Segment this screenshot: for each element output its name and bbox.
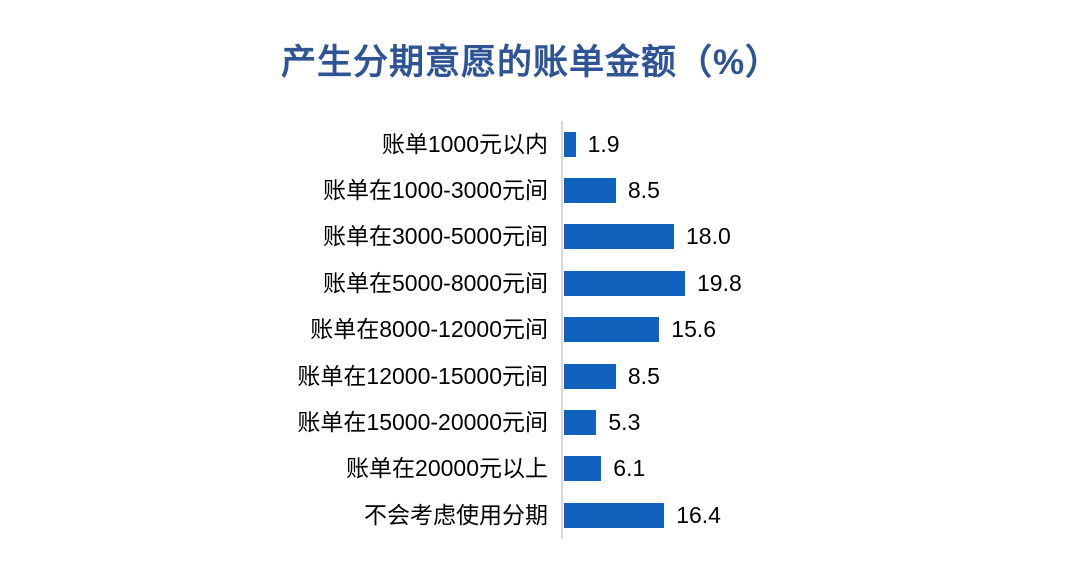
chart-title: 产生分期意愿的账单金额（%） [280, 43, 782, 82]
chart-row: 账单在20000元以上 6.1 [0, 445, 1080, 493]
category-label: 账单在20000元以上 [346, 455, 548, 482]
category-label: 账单在1000-3000元间 [323, 177, 548, 204]
plot-area-row: 8.5 [561, 352, 1080, 400]
bar [564, 363, 616, 389]
bar [564, 456, 602, 482]
chart-row: 账单1000元以内 1.9 [0, 121, 1080, 168]
category-label: 账单在8000-12000元间 [310, 316, 548, 343]
plot-area-row: 19.8 [561, 260, 1080, 307]
value-label: 1.9 [587, 130, 620, 157]
plot-area-row: 16.4 [561, 492, 1080, 539]
category-label: 账单在15000-20000元间 [297, 409, 548, 436]
bar [564, 502, 665, 528]
plot-area-row: 1.9 [561, 121, 1080, 168]
value-label: 18.0 [686, 223, 731, 250]
value-label: 8.5 [627, 177, 660, 204]
bar [564, 410, 597, 436]
plot-area-row: 18.0 [561, 213, 1080, 261]
bar [564, 317, 660, 343]
category-label: 账单在12000-15000元间 [297, 362, 548, 389]
value-label: 5.3 [608, 409, 641, 436]
bar [564, 224, 674, 250]
chart-row: 账单在1000-3000元间 8.5 [0, 167, 1080, 214]
value-label: 15.6 [671, 316, 717, 343]
bar [564, 270, 685, 296]
chart-row: 账单在12000-15000元间 8.5 [0, 352, 1080, 400]
value-label: 8.5 [627, 362, 660, 389]
value-label: 19.8 [697, 269, 742, 296]
chart-row: 账单在3000-5000元间 18.0 [0, 213, 1080, 261]
chart-row: 账单在8000-12000元间 15.6 [0, 306, 1080, 353]
value-label: 6.1 [613, 455, 646, 482]
bar [564, 131, 576, 157]
value-label: 16.4 [676, 501, 721, 528]
category-label: 账单在5000-8000元间 [323, 269, 548, 296]
category-label: 账单1000元以内 [381, 130, 548, 157]
bar-chart: 账单1000元以内 1.9 账单在1000-3000元间 8.5 账单在3000-500… [0, 121, 1080, 539]
category-label: 不会考虑使用分期 [364, 501, 548, 528]
chart-row: 账单在5000-8000元间 19.8 [0, 260, 1080, 307]
plot-area-row: 5.3 [561, 399, 1080, 446]
category-label: 账单在3000-5000元间 [323, 223, 548, 250]
chart-row: 不会考虑使用分期 16.4 [0, 492, 1080, 539]
chart-row: 账单在15000-20000元间 5.3 [0, 399, 1080, 446]
bar [564, 178, 616, 204]
plot-area-row: 8.5 [561, 167, 1080, 214]
plot-area-row: 6.1 [561, 445, 1080, 493]
plot-area-row: 15.6 [561, 306, 1080, 353]
